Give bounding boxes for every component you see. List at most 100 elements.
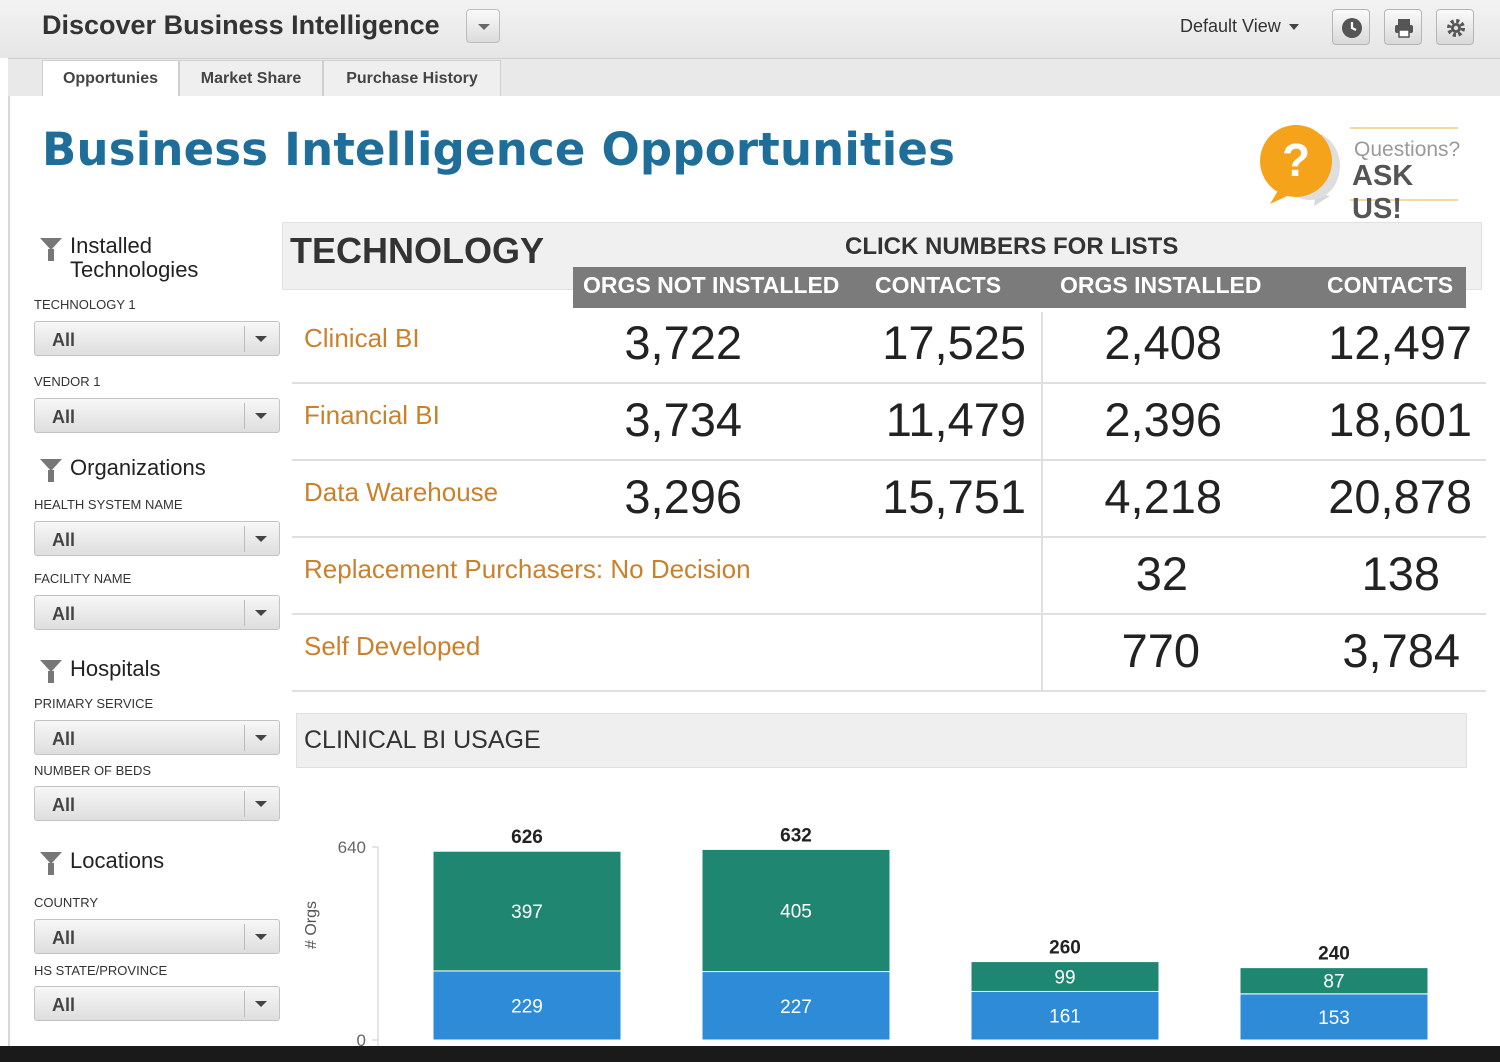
health-system-select[interactable]: All [34, 521, 280, 556]
cell-contacts-not-installed[interactable]: 17,525 [882, 316, 1026, 369]
technology-title: TECHNOLOGY [290, 230, 545, 271]
col-contacts-not-installed: CONTACTS [875, 272, 1002, 298]
click-numbers-label: CLICK NUMBERS FOR LISTS [845, 233, 1179, 260]
clock-icon [1342, 18, 1362, 38]
cell-orgs-not-installed[interactable]: 3,734 [624, 393, 742, 446]
bar-segment-label: 227 [780, 997, 812, 1018]
cell-orgs-installed[interactable]: 770 [1121, 624, 1200, 677]
select-value: All [52, 928, 76, 948]
row-label-clinical-bi[interactable]: Clinical BI [304, 323, 420, 353]
bar-segment-label: 405 [780, 901, 812, 922]
select-value: All [52, 995, 76, 1015]
cell-contacts-installed[interactable]: 18,601 [1328, 393, 1472, 446]
filter-section-title: Locations [70, 848, 165, 873]
filter-section-organizations: Organizations [40, 455, 206, 482]
bar-total-label: 260 [1049, 938, 1081, 959]
tab-bar: Opportunies Market Share Purchase Histor… [8, 58, 1500, 96]
vendor-select[interactable]: All [34, 398, 280, 433]
state-select[interactable]: All [34, 986, 280, 1021]
cell-contacts-not-installed[interactable]: 11,479 [885, 393, 1026, 446]
cell-orgs-installed[interactable]: 2,396 [1104, 393, 1222, 446]
filter-section-hospitals: Hospitals [40, 656, 160, 683]
bar-segment-label: 87 [1323, 972, 1344, 993]
page-title: Business Intelligence Opportunities [42, 123, 956, 176]
technology-select[interactable]: All [34, 321, 280, 356]
filter-label-facility: FACILITY NAME [34, 571, 132, 586]
tab-opportunities[interactable]: Opportunies [42, 60, 179, 96]
cell-orgs-installed[interactable]: 2,408 [1104, 316, 1222, 369]
ask-us-button[interactable]: ? Questions? ASK US! [1258, 122, 1468, 225]
y-tick-label: 640 [338, 838, 366, 857]
bar-total-label: 240 [1318, 944, 1350, 965]
row-label-replacement-purchasers[interactable]: Replacement Purchasers: No Decision [304, 554, 751, 584]
view-selector[interactable]: Default View [1180, 16, 1299, 37]
row-divider [292, 536, 1486, 538]
y-axis-label: # Orgs [303, 901, 320, 949]
primary-service-select[interactable]: All [34, 720, 280, 755]
cell-contacts-installed[interactable]: 12,497 [1328, 316, 1472, 369]
row-label-data-warehouse[interactable]: Data Warehouse [304, 477, 499, 507]
history-button[interactable] [1332, 9, 1370, 45]
filter-section-title-line2: Technologies [70, 257, 199, 282]
beds-select[interactable]: All [34, 786, 280, 821]
bar-segment [432, 850, 622, 972]
tab-market-share[interactable]: Market Share [179, 60, 323, 96]
funnel-icon [40, 459, 62, 482]
filter-label-technology: TECHNOLOGY 1 [34, 297, 136, 312]
printer-icon [1395, 19, 1413, 38]
ask-us-action: ASK US! [1352, 160, 1414, 225]
select-value: All [52, 330, 76, 350]
bar-segment [432, 970, 622, 1041]
usage-chart: 0 640 # Orgs 229 397 626 227 405 632 161 99 260 153 8… [290, 790, 1490, 1062]
bar-segment [701, 971, 891, 1041]
tab-purchase-history[interactable]: Purchase History [323, 60, 501, 96]
row-divider [292, 690, 1486, 692]
bottom-strip [0, 1046, 1500, 1062]
bar-segment-label: 153 [1318, 1008, 1350, 1029]
filter-label-primary-service: PRIMARY SERVICE [34, 696, 154, 711]
chevron-down-icon [255, 610, 267, 616]
bar-segment-label: 397 [511, 902, 543, 923]
chevron-down-icon [255, 336, 267, 342]
app-menu-dropdown-button[interactable] [466, 9, 500, 43]
row-label-self-developed[interactable]: Self Developed [304, 631, 481, 661]
filter-label-country: COUNTRY [34, 895, 99, 910]
settings-button[interactable] [1436, 9, 1474, 45]
filter-section-installed: Installed Technologies [40, 234, 198, 283]
facility-select[interactable]: All [34, 595, 280, 630]
bar-segment [970, 990, 1160, 1041]
cell-orgs-installed[interactable]: 4,218 [1104, 470, 1222, 523]
cell-orgs-not-installed[interactable]: 3,722 [624, 316, 742, 369]
select-value: All [52, 407, 76, 427]
chevron-down-icon [1288, 24, 1299, 31]
chevron-down-icon [255, 801, 267, 807]
bar-segment [970, 961, 1160, 992]
column-divider [1041, 312, 1043, 690]
cell-orgs-installed[interactable]: 32 [1135, 547, 1188, 600]
row-divider [292, 613, 1486, 615]
cell-contacts-installed[interactable]: 20,878 [1328, 470, 1472, 523]
cell-contacts-not-installed[interactable]: 15,751 [882, 470, 1026, 523]
chevron-down-icon [255, 1001, 267, 1007]
row-divider [292, 459, 1486, 461]
usage-header [296, 713, 1467, 768]
cell-contacts-installed[interactable]: 3,784 [1342, 624, 1460, 677]
usage-title: CLINICAL BI USAGE [304, 726, 541, 754]
filter-section-title: Installed [70, 233, 152, 258]
bar-segment [1239, 993, 1429, 1041]
col-contacts-installed: CONTACTS [1327, 272, 1454, 298]
row-label-financial-bi[interactable]: Financial BI [304, 400, 440, 430]
bar-segment-label: 99 [1054, 968, 1075, 989]
country-select[interactable]: All [34, 919, 280, 954]
column-header-bar [573, 267, 1466, 308]
y-tick-label: 0 [357, 1031, 366, 1050]
print-button[interactable] [1384, 9, 1422, 45]
cell-orgs-not-installed[interactable]: 3,296 [624, 470, 742, 523]
bar-segment [701, 848, 891, 973]
filter-label-vendor: VENDOR 1 [34, 374, 101, 389]
filter-section-title: Organizations [70, 455, 206, 480]
select-value: All [52, 530, 76, 550]
cell-contacts-installed[interactable]: 138 [1361, 547, 1440, 600]
view-label: Default View [1180, 16, 1281, 36]
bar-segment-label: 229 [511, 996, 543, 1017]
